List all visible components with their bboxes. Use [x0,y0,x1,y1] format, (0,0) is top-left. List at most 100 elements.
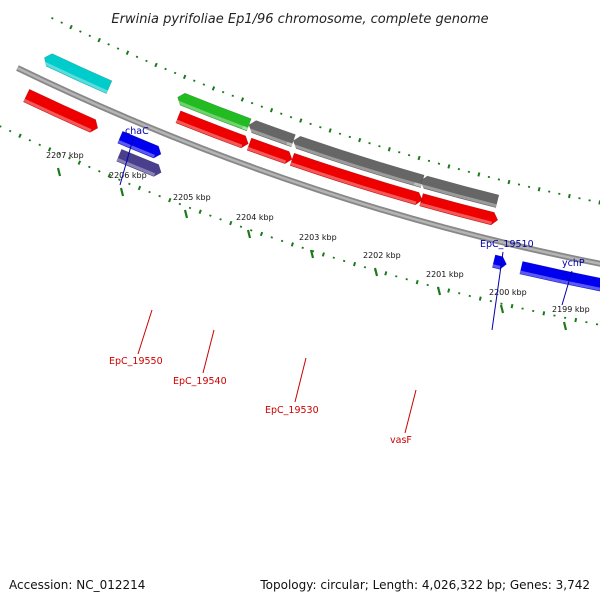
gene-highlight [36,58,108,94]
tick-label: 2201 kbp [426,270,464,279]
inner-track-dot [202,83,206,86]
outer-track-dot [137,185,142,191]
gene-highlight [492,264,501,269]
outer-track-dot [158,194,161,198]
inner-track-dot [211,86,216,91]
outer-track-dot [77,160,82,165]
gene-body [519,261,600,292]
inner-track-dot [299,118,303,123]
gene-highlight [116,157,156,177]
tick-mark [436,286,442,296]
inner-track-dot [378,145,381,148]
inner-track-dot [79,30,82,33]
inner-track-dot [537,187,541,192]
outer-track-dot [88,165,91,169]
tick-mark [309,249,315,259]
gene-arrow-EpC_19510 [491,254,507,270]
outer-track-dot [311,249,315,253]
outer-track-dot [47,147,52,152]
inner-track-dot [240,97,245,102]
gene-body [293,135,425,188]
gene-highlight [117,139,155,158]
gene-arrow-ychP [519,261,600,292]
gene-arrow-red-4 [419,193,499,226]
inner-track-dot [407,154,411,157]
outer-track-dot [28,139,32,142]
gene-body [289,152,423,206]
outer-track-dot [352,261,357,267]
inner-track-dot [97,37,101,43]
tick-label: 2204 kbp [236,213,274,222]
outer-track-dot [384,271,388,276]
inner-track-dot [328,128,332,133]
gene-arrow-vasF [413,175,500,208]
outer-track-dot [0,125,2,128]
gene-arrow-cyan-left [36,53,113,94]
label-leader [137,309,153,355]
inner-track-dot [280,112,283,115]
outer-track-dot [58,152,61,156]
gene-body [177,92,252,132]
inner-track-dot [154,62,158,68]
outer-track-dot [363,266,367,269]
gene-body [117,130,162,159]
inner-track-dot [60,21,63,24]
gene-highlight [170,98,248,131]
outer-track-dot [510,303,514,309]
inner-track-dot [417,155,421,161]
outer-track-dot [332,256,335,259]
gene-arrow-red-left [23,88,99,133]
inner-track-dot [51,16,54,20]
inner-track-dot [231,94,235,97]
inner-track-dot [260,105,264,108]
tick-mark [499,304,505,314]
gene-label-EpC_19510: EpC_19510 [480,239,534,250]
inner-track-dot [387,147,391,152]
outer-track-dot [259,231,264,237]
gene-label-EpC_19550: EpC_19550 [109,356,163,367]
inner-track-dot [182,74,187,80]
inner-track-dot [368,142,371,145]
gene-features [23,53,600,292]
label-leader [202,329,215,374]
inner-track-dot [164,67,167,71]
tick-label: 2203 kbp [299,233,337,242]
outer-track-dot [118,178,121,181]
gene-label-chaC: chaC [125,126,149,137]
inner-track-dot [125,50,130,55]
inner-track-dot [309,122,312,126]
inner-track-dot [477,172,481,177]
outer-track-dot [168,197,172,203]
gene-body [246,137,293,165]
outer-track-dot [301,246,304,249]
tick-label: 2200 kbp [489,288,527,297]
inner-track-dot [173,71,177,75]
inner-track-dot [250,101,254,105]
inner-track-dot [319,126,322,129]
gene-arrow-EpC_19530 [286,135,425,188]
gene-highlight [519,270,600,291]
inner-track-dot [567,193,571,199]
gene-highlight [290,162,417,205]
inner-track-dot [192,79,196,82]
tick-mark [373,267,379,277]
outer-track-dot [290,242,294,247]
outer-track-dot [542,311,546,316]
outer-track-dot [321,252,325,257]
tick-mark [183,209,189,219]
outer-track-dot [198,209,202,214]
gene-body [420,175,500,208]
gene-arrow-red-2 [246,137,293,165]
gene-arrow-red-3 [289,152,423,206]
map-title: Erwinia pyrifoliae Ep1/96 chromosome, co… [111,12,488,27]
gene-body [175,110,249,149]
outer-track-dot [280,239,284,243]
gene-body [23,88,99,133]
outer-track-dot [128,182,131,186]
inner-track-dot [289,115,293,119]
label-leader [294,357,307,403]
gene-arrow-red-1 [175,110,249,149]
outer-track-dot [98,170,101,173]
outer-track-dot [8,129,12,133]
